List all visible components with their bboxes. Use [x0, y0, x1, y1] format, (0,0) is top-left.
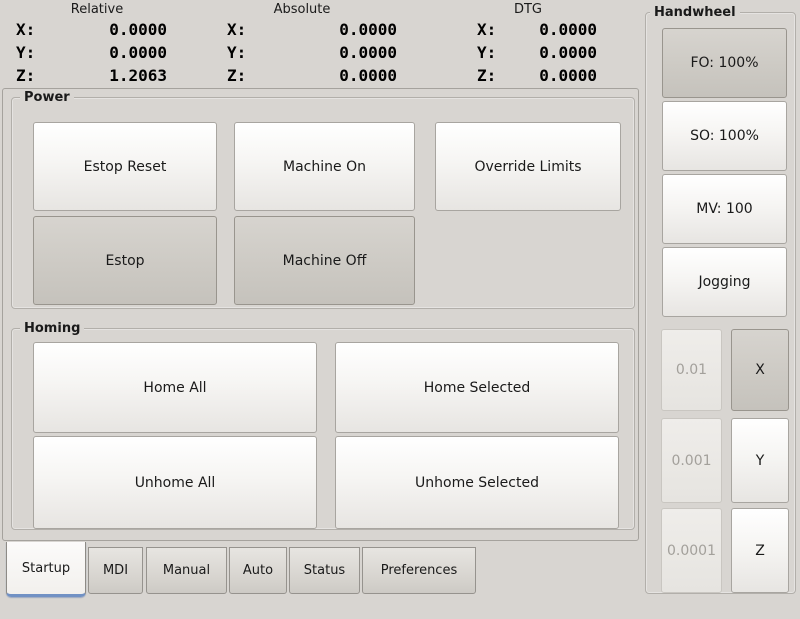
tab-mdi[interactable]: MDI	[88, 547, 143, 594]
tab-auto[interactable]: Auto	[229, 547, 287, 594]
power-group-label: Power	[20, 89, 74, 106]
tab-manual[interactable]: Manual	[146, 547, 227, 594]
dro-absolute-y: Y: 0.0000	[227, 43, 397, 66]
dro-column-absolute: X: 0.0000 Y: 0.0000 Z: 0.0000	[227, 20, 397, 89]
dro-header-absolute: Absolute	[273, 2, 331, 17]
home-selected-button[interactable]: Home Selected	[335, 342, 619, 433]
increment-0-0001-button: 0.0001	[661, 508, 722, 593]
axis-value: 0.0000	[539, 66, 597, 85]
axis-z-button[interactable]: Z	[731, 508, 789, 593]
tab-startup[interactable]: Startup	[6, 542, 86, 597]
notebook-page-startup: Power Estop Reset Machine On Override Li…	[2, 88, 639, 541]
dro-dtg-z: Z: 0.0000	[477, 66, 597, 89]
dro-relative-z: Z: 1.2063	[16, 66, 167, 89]
dro-dtg-y: Y: 0.0000	[477, 43, 597, 66]
axis-value: 0.0000	[339, 66, 397, 85]
axis-value: 1.2063	[109, 66, 167, 85]
dro-relative-y: Y: 0.0000	[16, 43, 167, 66]
increment-0-01-button: 0.01	[661, 329, 722, 411]
dro-absolute-x: X: 0.0000	[227, 20, 397, 43]
machine-off-button[interactable]: Machine Off	[234, 216, 415, 305]
axis-label: X:	[477, 20, 497, 39]
feed-override-button[interactable]: FO: 100%	[662, 28, 787, 98]
power-group: Power Estop Reset Machine On Override Li…	[11, 89, 635, 309]
unhome-all-button[interactable]: Unhome All	[33, 436, 317, 529]
machine-on-button[interactable]: Machine On	[234, 122, 415, 211]
unhome-selected-button[interactable]: Unhome Selected	[335, 436, 619, 529]
axis-label: Y:	[227, 43, 247, 62]
axis-value: 0.0000	[109, 43, 167, 62]
handwheel-group: Handwheel FO: 100% SO: 100% MV: 100 Jogg…	[645, 4, 796, 594]
dro-column-relative: X: 0.0000 Y: 0.0000 Z: 1.2063	[16, 20, 167, 89]
homing-group: Homing Home All Home Selected Unhome All…	[11, 320, 635, 530]
tab-status[interactable]: Status	[289, 547, 360, 594]
dro-header-relative: Relative	[70, 2, 124, 17]
home-all-button[interactable]: Home All	[33, 342, 317, 433]
axis-label: Y:	[16, 43, 36, 62]
tab-preferences[interactable]: Preferences	[362, 547, 476, 594]
dro-column-dtg: X: 0.0000 Y: 0.0000 Z: 0.0000	[477, 20, 597, 89]
axis-x-button[interactable]: X	[731, 329, 789, 411]
spindle-override-button[interactable]: SO: 100%	[662, 101, 787, 171]
axis-label: Z:	[227, 66, 247, 85]
jogging-button[interactable]: Jogging	[662, 247, 787, 317]
axis-value: 0.0000	[539, 43, 597, 62]
axis-label: X:	[16, 20, 36, 39]
axis-value: 0.0000	[539, 20, 597, 39]
axis-y-button[interactable]: Y	[731, 418, 789, 503]
axis-label: Y:	[477, 43, 497, 62]
axis-value: 0.0000	[339, 43, 397, 62]
increment-0-001-button: 0.001	[661, 418, 722, 503]
axis-value: 0.0000	[339, 20, 397, 39]
dro-relative-x: X: 0.0000	[16, 20, 167, 43]
dro-dtg-x: X: 0.0000	[477, 20, 597, 43]
axis-label: Z:	[16, 66, 36, 85]
max-velocity-button[interactable]: MV: 100	[662, 174, 787, 244]
estop-reset-button[interactable]: Estop Reset	[33, 122, 217, 211]
handwheel-group-label: Handwheel	[650, 4, 740, 21]
axis-value: 0.0000	[109, 20, 167, 39]
estop-button[interactable]: Estop	[33, 216, 217, 305]
axis-label: X:	[227, 20, 247, 39]
override-limits-button[interactable]: Override Limits	[435, 122, 621, 211]
dro-header-dtg: DTG	[513, 2, 543, 17]
homing-group-label: Homing	[20, 320, 85, 337]
dro-absolute-z: Z: 0.0000	[227, 66, 397, 89]
axis-label: Z:	[477, 66, 497, 85]
